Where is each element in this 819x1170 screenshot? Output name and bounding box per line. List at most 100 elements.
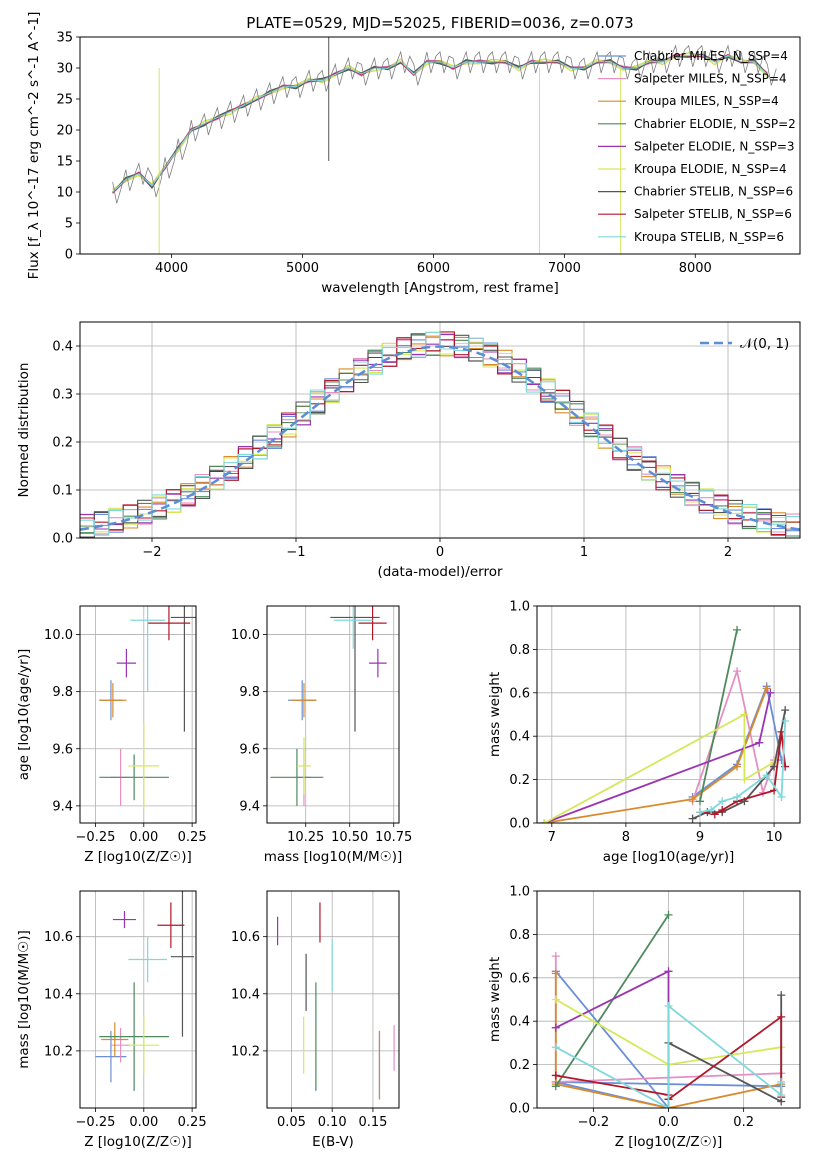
y-axis-label: mass [log10(M/M☉)]: [16, 930, 32, 1069]
x-tick-label: 1: [580, 545, 588, 560]
age-vs-mass-panel: 10.25 10.50 10.75 9.4 9.6 9.8 10.0 mass [log10(…: [231, 605, 412, 865]
x-tick-label: 4000: [155, 261, 188, 276]
legend-label: Salpeter MILES, N_SSP=4: [634, 72, 787, 86]
axes-frame: [79, 890, 197, 1109]
x-tick-label: −0.2: [578, 1115, 610, 1130]
data-point-marker: [695, 797, 704, 806]
mass-weight-line: [699, 629, 738, 802]
x-axis-label: age [log10(age/yr)]: [603, 849, 735, 865]
y-axis-label: age [log10(age/yr)]: [16, 649, 32, 781]
data-point-marker: [781, 717, 790, 726]
y-tick-label: 9.8: [52, 685, 73, 700]
data-point-marker: [733, 792, 742, 801]
age-vs-Z-panel: −0.25 0.00 0.25 9.4 9.6 9.8 10.0 Z [log10(Z/Z☉)…: [16, 605, 207, 865]
legend-label: Chabrier STELIB, N_SSP=6: [634, 185, 793, 199]
y-tick-label: 0.4: [509, 730, 530, 745]
legend-label: Chabrier ELODIE, N_SSP=2: [634, 117, 796, 131]
model-spectrum-line: [112, 53, 768, 193]
x-axis-label: (data-model)/error: [377, 564, 503, 580]
mass-weight-vs-age-plot-area: [540, 625, 790, 823]
x-tick-label: 0.00: [129, 830, 158, 845]
data-point-marker: [733, 762, 742, 771]
mass-weight-vs-Z-panel: −0.2 0.0 0.2 0.0 0.2 0.4 0.6 0.8 1.0 Z [log10(Z/Z…: [487, 885, 801, 1150]
data-point-marker: [710, 810, 719, 819]
y-tick-label: 10.4: [44, 987, 73, 1002]
x-tick-label: 7: [548, 830, 556, 845]
spectrum-plot-area: [112, 37, 777, 254]
x-tick-label: 0.10: [318, 1115, 347, 1130]
x-tick-label: 0.2: [733, 1115, 754, 1130]
data-point-marker: [551, 995, 560, 1004]
x-tick-label: 10.75: [375, 830, 412, 845]
data-spectrum-line: [112, 44, 777, 204]
y-tick-label: 10.0: [44, 628, 73, 643]
data-point-marker: [664, 967, 673, 976]
mass-weight-vs-Z-plot-area: [551, 910, 786, 1108]
y-tick-label: 1.0: [509, 885, 530, 900]
axes-frame: [536, 605, 801, 824]
y-tick-label: 9.6: [239, 742, 260, 757]
y-tick-label: 0.4: [509, 1015, 530, 1030]
data-point-marker: [766, 688, 775, 697]
data-point-marker: [777, 1012, 786, 1021]
data-point-marker: [664, 910, 673, 919]
y-tick-label: 0.0: [509, 1102, 530, 1117]
x-tick-label: 0.25: [178, 1115, 207, 1130]
data-point-marker: [688, 795, 697, 804]
mass-weight-line: [544, 688, 768, 823]
data-point-marker: [707, 805, 716, 814]
axes-frame: [79, 605, 197, 824]
y-tick-label: 10.6: [44, 930, 73, 945]
spectrum-panel: 4000 5000 6000 7000 8000 0 5 10 15 20 25 30 35 wavele…: [26, 12, 801, 296]
data-point-marker: [777, 792, 786, 801]
y-tick-label: 0.6: [509, 686, 530, 701]
data-point-marker: [540, 819, 549, 823]
x-tick-label: −2: [142, 545, 161, 560]
y-tick-label: 0.0: [52, 532, 73, 547]
mass-weight-vs-age-panel: 7 8 9 10 0.0 0.2 0.4 0.6 0.8 1.0 age [log10(age/yr…: [487, 600, 801, 865]
y-axis-label: Flux [f_λ 10^-17 erg cm^-2 s^-1 A^-1]: [26, 12, 42, 280]
axes-frame: [266, 605, 400, 824]
legend-label: Chabrier MILES, N_SSP=4: [634, 49, 788, 63]
x-axis-label: mass [log10(M/M☉)]: [264, 849, 403, 865]
mass-weight-line: [543, 712, 775, 823]
data-point-marker: [695, 808, 704, 817]
x-tick-label: −1: [286, 545, 305, 560]
residuals-panel: −2 −1 0 1 2 0.0 0.1 0.2 0.3 0.4 (data-model)/error…: [16, 321, 801, 580]
x-tick-label: 8000: [679, 261, 712, 276]
y-tick-label: 0.0: [509, 817, 530, 832]
x-tick-label: 8: [622, 830, 630, 845]
spectrum-legend: Chabrier MILES, N_SSP=4 Salpeter MILES, N…: [598, 49, 796, 244]
x-axis-label: E(B-V): [312, 1134, 354, 1150]
x-tick-label: 0.15: [358, 1115, 387, 1130]
data-point-marker: [777, 991, 786, 1000]
x-axis-label: Z [log10(Z/Z☉)]: [84, 849, 192, 865]
y-tick-label: 1.0: [509, 600, 530, 615]
x-tick-label: −0.25: [76, 830, 116, 845]
x-axis-label: Z [log10(Z/Z☉)]: [84, 1134, 192, 1150]
y-tick-label: 0.8: [509, 928, 530, 943]
mass-vs-Z-plot-area: [95, 891, 195, 1091]
x-tick-label: 0.00: [129, 1115, 158, 1130]
model-spectrum-line: [112, 54, 768, 193]
y-tick-label: 20: [56, 124, 73, 139]
data-point-marker: [733, 667, 742, 676]
y-tick-label: 0.1: [52, 484, 73, 499]
axes-frame: [536, 890, 801, 1109]
y-axis-label: mass weight: [487, 957, 503, 1042]
data-point-marker: [762, 684, 771, 693]
y-axis-label: Normed distribution: [16, 363, 32, 498]
y-tick-label: 0.2: [509, 773, 530, 788]
y-tick-label: 9.4: [52, 799, 73, 814]
data-point-marker: [551, 1043, 560, 1052]
mass-weight-line: [555, 914, 670, 1087]
legend-label: Salpeter ELODIE, N_SSP=3: [634, 139, 795, 153]
legend-label: Kroupa MILES, N_SSP=4: [634, 94, 779, 108]
axes-frame: [266, 890, 400, 1109]
data-point-marker: [718, 805, 727, 814]
y-tick-label: 10: [56, 186, 73, 201]
mass-vs-ebv-panel: 0.05 0.10 0.15 10.2 10.4 10.6 E(B-V): [231, 890, 400, 1150]
y-tick-label: 5: [65, 217, 73, 232]
legend-label: Salpeter STELIB, N_SSP=6: [634, 207, 792, 221]
data-point-marker: [718, 797, 727, 806]
